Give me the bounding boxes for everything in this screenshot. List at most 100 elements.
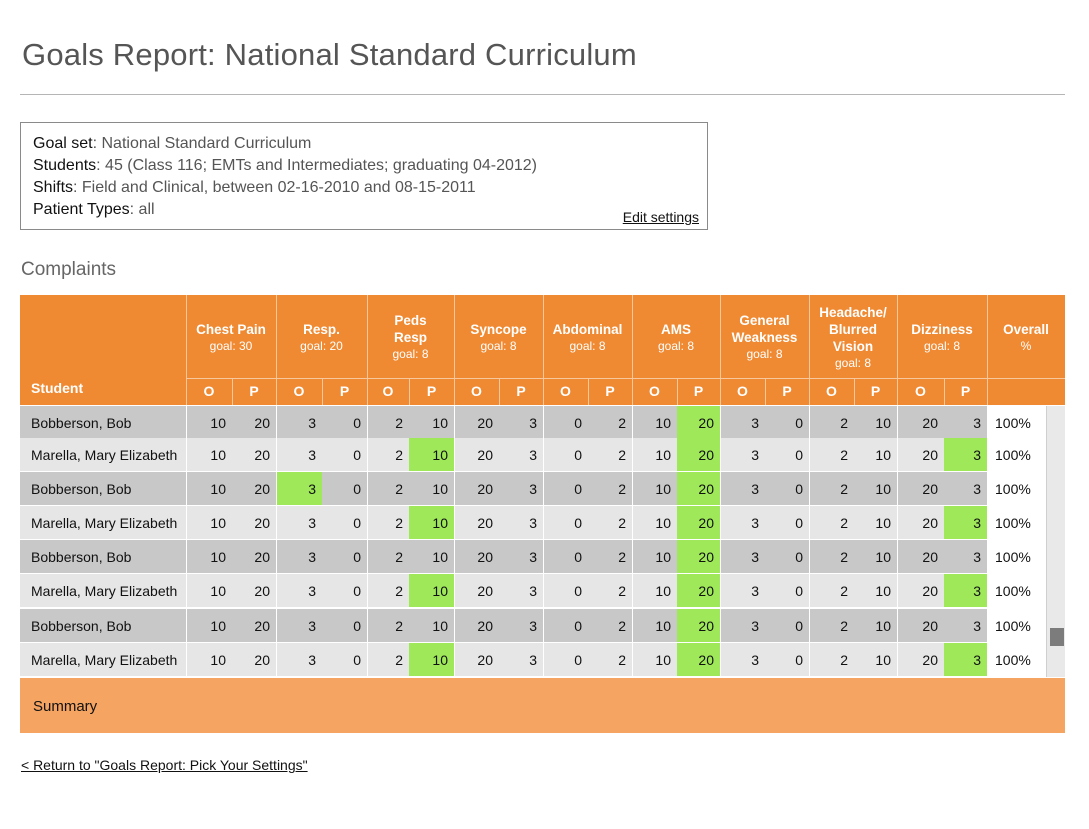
summary-row[interactable]: Summary (20, 678, 1065, 733)
complaint-column-header: Chest Pain goal: 30 (186, 297, 276, 377)
goal-count-cell: 2 (618, 414, 626, 431)
observed-subheader: O (560, 383, 571, 399)
goal-count-cell: 20 (477, 514, 493, 531)
row-column-divider (276, 506, 277, 539)
goal-count-cell: 0 (353, 582, 361, 599)
goal-count-cell: 3 (751, 446, 759, 463)
goal-count-cell: 0 (353, 480, 361, 497)
title-divider (20, 94, 1065, 95)
goal-count-cell: 3 (529, 480, 537, 497)
goal-count-cell: 10 (655, 514, 671, 531)
row-column-divider (543, 472, 544, 505)
table-header: Student Chest Pain goal: 30 Resp. goal: 20 P… (20, 295, 1065, 405)
goal-count-cell: 20 (922, 548, 938, 565)
row-column-divider (897, 643, 898, 676)
row-column-divider (454, 438, 455, 471)
goal-count-cell: 10 (409, 438, 454, 471)
goal-count-cell: 10 (655, 617, 671, 634)
goal-count-cell: 2 (840, 582, 848, 599)
complaint-name: Weakness (731, 330, 798, 345)
goal-count-cell: 20 (477, 617, 493, 634)
header-subdivider (854, 379, 855, 405)
row-column-divider (720, 609, 721, 642)
complaint-name: Resp (393, 330, 427, 345)
row-column-divider (897, 472, 898, 505)
goal-count-cell: 0 (795, 617, 803, 634)
row-column-divider (720, 506, 721, 539)
complaint-column-header: Peds Resp goal: 8 (367, 297, 454, 377)
edit-settings-link[interactable]: Edit settings (622, 209, 699, 225)
goal-count-cell: 2 (840, 480, 848, 497)
goal-count-cell: 20 (254, 514, 270, 531)
goal-count-cell: 10 (875, 414, 891, 431)
goal-count-cell: 20 (477, 414, 493, 431)
row-column-divider (897, 438, 898, 471)
row-column-divider (809, 406, 810, 439)
row-column-divider (367, 506, 368, 539)
complaint-column-header: Resp. goal: 20 (276, 297, 367, 377)
goal-count-cell: 10 (432, 414, 448, 431)
header-subdivider (588, 379, 589, 405)
row-column-divider (454, 406, 455, 439)
goal-count-cell: 3 (751, 651, 759, 668)
row-column-divider (186, 506, 187, 539)
row-column-divider (897, 574, 898, 607)
goal-count-cell: 2 (395, 582, 403, 599)
goal-count-cell: 2 (395, 446, 403, 463)
row-column-divider (632, 574, 633, 607)
complaint-goal: goal: 8 (657, 338, 695, 353)
goal-count-cell: 3 (308, 651, 316, 668)
goal-count-cell: 0 (795, 651, 803, 668)
row-column-divider (720, 574, 721, 607)
goal-count-cell: 2 (840, 651, 848, 668)
goal-set-label: Goal set (33, 135, 93, 152)
goal-count-cell: 2 (395, 414, 403, 431)
row-column-divider (186, 540, 187, 573)
row-column-divider (186, 438, 187, 471)
goal-count-cell: 10 (210, 514, 226, 531)
goal-count-cell: 0 (353, 617, 361, 634)
row-column-divider (720, 406, 721, 439)
row-column-divider (543, 540, 544, 573)
performed-subheader: P (605, 383, 615, 399)
table-scrollbar[interactable] (1046, 406, 1065, 677)
goal-count-cell: 10 (655, 446, 671, 463)
goal-count-cell: 10 (432, 548, 448, 565)
goal-count-cell: 3 (973, 414, 981, 431)
row-column-divider (367, 643, 368, 676)
goal-count-cell: 20 (677, 540, 720, 573)
goal-count-cell: 10 (655, 651, 671, 668)
complaint-name: Resp. (303, 321, 340, 337)
row-column-divider (543, 574, 544, 607)
complaint-goal: goal: 30 (209, 338, 253, 353)
goal-count-cell: 2 (840, 548, 848, 565)
scrollbar-thumb[interactable] (1050, 628, 1064, 646)
complaint-name: Blurred (828, 321, 877, 337)
row-column-divider (186, 472, 187, 505)
complaint-name: Peds (394, 313, 427, 328)
header-subdivider (765, 379, 766, 405)
table-row: Bobberson, Bob 10 20 3 0 2 10 20 3 0 2 10 20 3 0 2 10 20 3… (20, 609, 1047, 642)
row-column-divider (367, 540, 368, 573)
complaint-name: Dizziness (911, 321, 973, 337)
goal-count-cell: 10 (210, 582, 226, 599)
row-column-divider (632, 406, 633, 439)
goal-count-cell: 3 (529, 651, 537, 668)
student-name: Bobberson, Bob (31, 414, 132, 431)
goal-count-cell: 3 (308, 446, 316, 463)
row-column-divider (543, 643, 544, 676)
complaint-column-header: General Weakness goal: 8 (720, 297, 809, 377)
return-link[interactable]: < Return to "Goals Report: Pick Your Set… (21, 757, 308, 773)
overall-percent: 100% (987, 438, 1047, 471)
goal-count-cell: 10 (210, 651, 226, 668)
overall-percent: 100% (987, 574, 1047, 607)
goal-count-cell: 0 (353, 414, 361, 431)
goal-count-cell: 0 (795, 582, 803, 599)
complaint-column-header: Abdominal goal: 8 (543, 297, 632, 377)
observed-subheader: O (203, 383, 215, 399)
row-column-divider (454, 609, 455, 642)
row-column-divider (632, 609, 633, 642)
performed-subheader: P (249, 383, 259, 399)
goal-count-cell: 0 (574, 548, 582, 565)
goal-count-cell: 3 (751, 582, 759, 599)
